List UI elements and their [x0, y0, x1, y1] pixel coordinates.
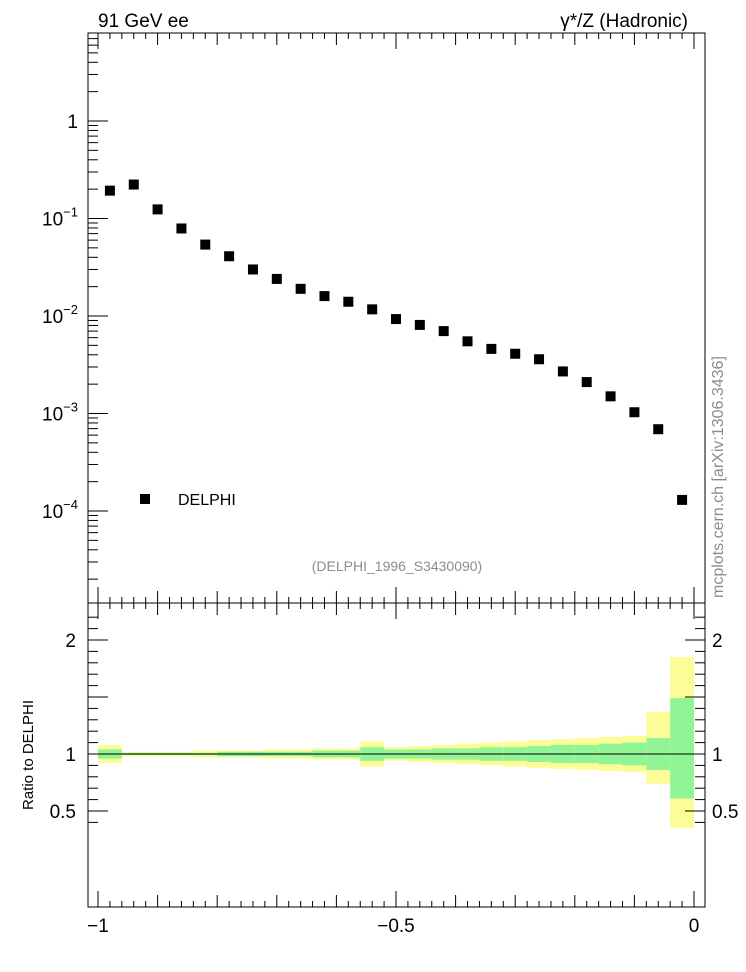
main-ytick-label: 10−3 [42, 400, 78, 426]
ratio-axis-ticks: 0.5 0.5 1 1 2 2 −1 −0.5 0 [50, 603, 738, 937]
data-point [486, 343, 497, 354]
data-point [391, 314, 401, 325]
data-point [438, 326, 449, 337]
main-ytick-exponent: −2 [63, 302, 78, 317]
ratio-xtick-label: −1 [87, 916, 109, 937]
data-point [224, 251, 235, 262]
chart-title-left: 91 GeV ee [98, 11, 189, 32]
main-ytick-exponent: −1 [63, 205, 78, 220]
ratio-xtick-label: −0.5 [377, 916, 415, 937]
ratio-y-axis-label: Ratio to DELPHI [20, 700, 37, 810]
ratio-ytick-label-left: 1 [65, 745, 76, 766]
legend-marker [140, 494, 150, 504]
data-point [200, 239, 211, 250]
main-ytick-label: 1 [67, 112, 78, 133]
data-point [581, 377, 592, 388]
main-ytick-label: 10−2 [42, 302, 78, 328]
legend-label: DELPHI [178, 492, 236, 509]
data-point [414, 319, 425, 330]
ratio-ytick-label-left: 0.5 [50, 802, 76, 823]
data-point [295, 283, 306, 294]
main-ytick-label: 10−4 [42, 497, 78, 523]
data-point [677, 494, 688, 505]
watermark: mcplots.cern.ch [arXiv:1306.3436] [710, 356, 727, 598]
main-axis-ticks: 1 10−1 10−2 10−3 10−4 [42, 33, 695, 603]
ratio-panel-bands [98, 657, 694, 829]
legend: DELPHI [140, 492, 236, 509]
ratio-ytick-label-right: 2 [712, 631, 723, 652]
ratio-band-inner [670, 698, 694, 799]
data-point [176, 223, 187, 234]
data-point [128, 179, 139, 190]
data-point [510, 348, 521, 359]
data-point [271, 273, 282, 284]
data-point [605, 391, 616, 402]
ratio-xtick-label: 0 [689, 916, 700, 937]
data-point [462, 336, 473, 347]
data-point [343, 296, 354, 307]
chart-title-right: γ*/Z (Hadronic) [560, 11, 688, 32]
main-ytick-exponent: −4 [63, 497, 78, 512]
data-point [653, 424, 664, 435]
data-point [557, 366, 568, 377]
ratio-ytick-label-right: 1 [712, 745, 723, 766]
data-series-delphi [104, 179, 688, 505]
data-point [247, 264, 258, 275]
ratio-ytick-label-left: 2 [65, 631, 76, 652]
data-point [152, 204, 163, 215]
data-point [367, 304, 378, 315]
analysis-label: (DELPHI_1996_S3430090) [312, 558, 482, 574]
data-point [629, 407, 640, 418]
main-ytick-exponent: −3 [63, 400, 78, 415]
ratio-ytick-label-right: 0.5 [712, 802, 738, 823]
main-ytick-label: 10−1 [42, 205, 78, 231]
data-point [319, 291, 330, 302]
data-point [104, 185, 115, 196]
data-point [534, 354, 545, 365]
